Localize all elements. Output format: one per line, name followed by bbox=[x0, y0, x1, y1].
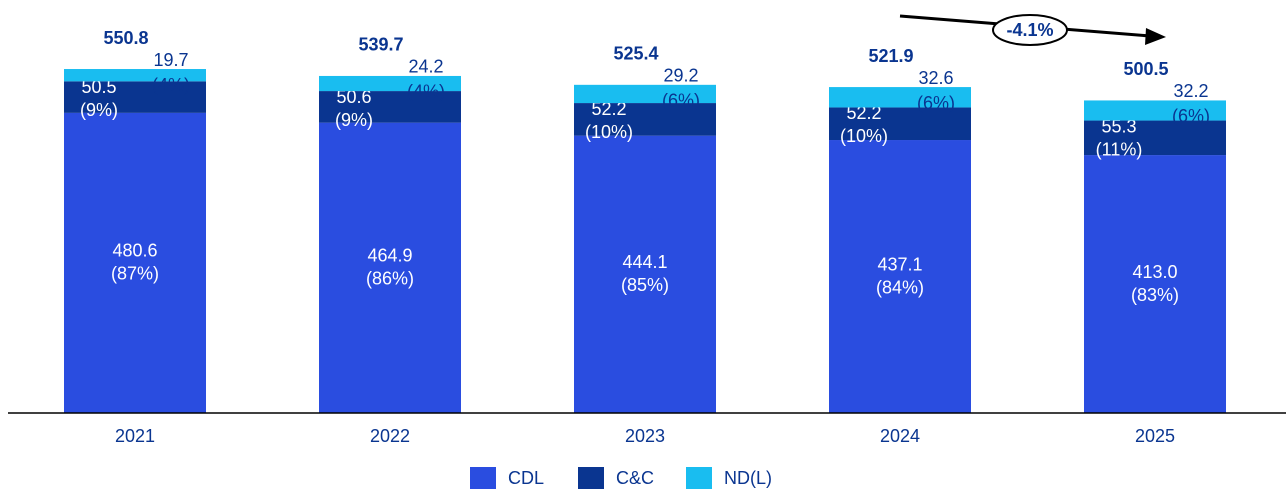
annotation-bubble bbox=[992, 14, 1068, 46]
bar-segment bbox=[829, 140, 971, 413]
arrow-head bbox=[1145, 28, 1166, 45]
total-label: 539.7 bbox=[358, 35, 403, 55]
bar-segment bbox=[1084, 100, 1226, 121]
bar-segment bbox=[319, 122, 461, 413]
share-label: (9%) bbox=[80, 100, 118, 120]
value-label: 29.2 bbox=[663, 66, 698, 86]
legend-label: CDL bbox=[508, 468, 544, 488]
value-label: 50.5 bbox=[81, 77, 116, 97]
bar-segment bbox=[574, 103, 716, 136]
legend-swatch bbox=[578, 467, 604, 489]
value-label: 480.6 bbox=[112, 241, 157, 261]
total-label: 525.4 bbox=[613, 44, 658, 64]
value-label: 413.0 bbox=[1132, 262, 1177, 282]
share-label: (87%) bbox=[111, 264, 159, 284]
share-label: (9%) bbox=[335, 110, 373, 130]
value-label: 444.1 bbox=[622, 252, 667, 272]
share-label: (86%) bbox=[366, 269, 414, 289]
value-label: 32.2 bbox=[1173, 81, 1208, 101]
share-label: (84%) bbox=[876, 277, 924, 297]
share-label: (4%) bbox=[152, 75, 190, 95]
value-label: 55.3 bbox=[1101, 116, 1136, 136]
share-label: (6%) bbox=[1172, 106, 1210, 126]
x-tick-label: 2024 bbox=[880, 426, 920, 446]
legend-swatch bbox=[686, 467, 712, 489]
value-label: 19.7 bbox=[153, 50, 188, 70]
legend-swatch bbox=[470, 467, 496, 489]
share-label: (10%) bbox=[840, 126, 888, 146]
share-label: (6%) bbox=[917, 93, 955, 113]
bar-segment bbox=[574, 135, 716, 413]
x-tick-label: 2021 bbox=[115, 426, 155, 446]
bar-segment bbox=[1084, 120, 1226, 156]
legend-label: ND(L) bbox=[724, 468, 772, 488]
bar-segment bbox=[574, 84, 716, 104]
bar-segment bbox=[319, 75, 461, 92]
legend-label: C&C bbox=[616, 468, 654, 488]
value-label: 24.2 bbox=[408, 57, 443, 77]
bar-segment bbox=[64, 112, 206, 414]
share-label: (83%) bbox=[1131, 285, 1179, 305]
value-label: 464.9 bbox=[367, 246, 412, 266]
value-label: 50.6 bbox=[336, 87, 371, 107]
bar-segment bbox=[1084, 155, 1226, 414]
x-tick-label: 2025 bbox=[1135, 426, 1175, 446]
bar-segment bbox=[829, 107, 971, 141]
x-tick-label: 2022 bbox=[370, 426, 410, 446]
bar-segment bbox=[319, 91, 461, 123]
total-label: 500.5 bbox=[1123, 59, 1168, 79]
share-label: (85%) bbox=[621, 275, 669, 295]
x-tick-label: 2023 bbox=[625, 426, 665, 446]
share-label: (11%) bbox=[1096, 139, 1143, 159]
share-label: (6%) bbox=[662, 91, 700, 111]
bar-segment bbox=[64, 69, 206, 82]
share-label: (4%) bbox=[407, 82, 445, 102]
value-label: 32.6 bbox=[918, 68, 953, 88]
bar-segment bbox=[829, 87, 971, 108]
value-label: 437.1 bbox=[877, 254, 922, 274]
value-label: 52.2 bbox=[591, 99, 626, 119]
share-label: (10%) bbox=[585, 122, 633, 142]
total-label: 550.8 bbox=[103, 28, 148, 48]
total-label: 521.9 bbox=[868, 46, 913, 66]
annotation: -4.1% bbox=[1006, 20, 1053, 40]
value-label: 52.2 bbox=[846, 103, 881, 123]
bar-segment bbox=[64, 81, 206, 113]
